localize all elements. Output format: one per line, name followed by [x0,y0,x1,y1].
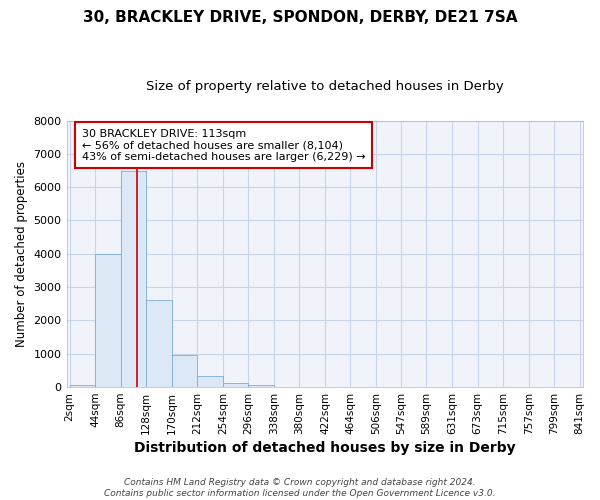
Title: Size of property relative to detached houses in Derby: Size of property relative to detached ho… [146,80,503,93]
Text: Contains HM Land Registry data © Crown copyright and database right 2024.
Contai: Contains HM Land Registry data © Crown c… [104,478,496,498]
Bar [121,170,146,387]
Text: 30 BRACKLEY DRIVE: 113sqm
← 56% of detached houses are smaller (8,104)
43% of se: 30 BRACKLEY DRIVE: 113sqm ← 56% of detac… [82,128,365,162]
Bar [95,254,121,387]
Bar [70,386,95,387]
Bar [146,300,172,387]
Bar [197,376,223,387]
X-axis label: Distribution of detached houses by size in Derby: Distribution of detached houses by size … [134,441,515,455]
Text: 30, BRACKLEY DRIVE, SPONDON, DERBY, DE21 7SA: 30, BRACKLEY DRIVE, SPONDON, DERBY, DE21… [83,10,517,25]
Bar [248,386,274,387]
Bar [172,356,197,387]
Y-axis label: Number of detached properties: Number of detached properties [15,161,28,347]
Bar [223,383,248,387]
